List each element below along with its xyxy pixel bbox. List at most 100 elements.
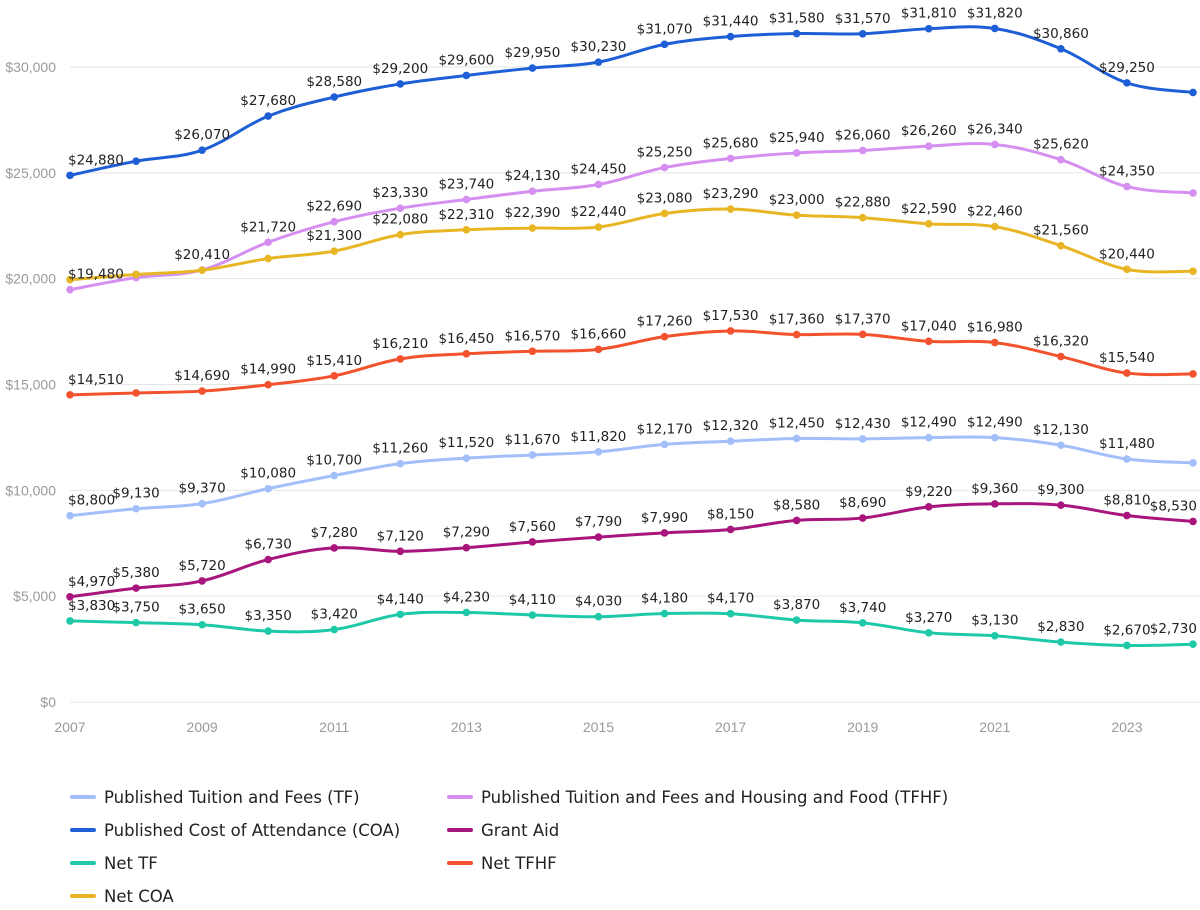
data-label: $17,260 (637, 314, 693, 330)
legend-item-published-tuition-and-fees-tf: Published Tuition and Fees (TF) (70, 783, 360, 811)
legend-swatch (70, 795, 96, 799)
data-label: $5,380 (112, 565, 159, 581)
y-tick-label: $0 (40, 694, 56, 710)
data-point (264, 380, 272, 389)
x-tick-label: 2011 (319, 719, 349, 735)
data-label: $6,730 (245, 537, 292, 553)
data-label: $22,690 (306, 199, 362, 215)
data-point (1189, 88, 1197, 97)
data-point (726, 154, 735, 163)
data-label: $21,560 (1033, 223, 1089, 239)
y-tick-label: $10,000 (5, 482, 56, 498)
data-point (462, 195, 471, 204)
x-tick-label: 2021 (979, 719, 1010, 735)
data-point (330, 544, 339, 552)
x-tick-label: 2017 (715, 719, 746, 735)
series-published-tuition-and-fees-tf (66, 433, 1197, 520)
data-label: $9,220 (905, 484, 952, 500)
data-label: $3,830 (68, 598, 115, 614)
legend-label: Published Tuition and Fees and Housing a… (481, 787, 949, 807)
data-point (1057, 441, 1065, 450)
data-label: $14,990 (240, 362, 296, 378)
data-point (594, 223, 603, 231)
data-label: $8,530 (1150, 498, 1197, 514)
series-net-tf (66, 608, 1197, 650)
data-label: $12,320 (703, 418, 759, 434)
data-point (1123, 455, 1131, 463)
data-point (66, 511, 74, 520)
data-label: $11,260 (372, 441, 428, 457)
data-point (198, 387, 206, 395)
series-line (68, 610, 1195, 648)
data-point (660, 163, 669, 172)
data-point (1189, 640, 1197, 649)
y-tick-label: $25,000 (5, 165, 56, 181)
data-label: $24,450 (571, 161, 627, 177)
data-label: $17,530 (703, 308, 759, 324)
grid-lines (70, 66, 1200, 703)
data-label: $8,800 (68, 493, 115, 509)
data-label: $17,040 (901, 318, 957, 334)
data-label: $3,270 (905, 610, 952, 626)
data-point (726, 437, 735, 446)
data-point (528, 451, 537, 459)
data-point (1189, 517, 1197, 526)
data-point (1123, 511, 1131, 520)
legend-swatch (70, 861, 96, 865)
data-label: $15,410 (306, 353, 362, 369)
data-point (528, 347, 537, 356)
data-point (726, 32, 735, 41)
data-label: $5,720 (178, 558, 225, 574)
data-point (594, 345, 603, 354)
data-point (1057, 501, 1065, 509)
data-point (264, 254, 272, 263)
data-point (330, 625, 339, 634)
series-line (68, 142, 1195, 292)
data-point (660, 440, 669, 449)
data-label: $12,170 (637, 421, 693, 437)
data-label: $22,440 (571, 204, 627, 220)
data-point (858, 29, 867, 38)
data-label: $16,660 (571, 326, 627, 342)
data-label: $25,680 (703, 135, 759, 151)
data-labels: $8,800$9,130 $9,370 $10,080 $10,700 $11,260 $… (68, 5, 1197, 638)
data-label: $31,810 (901, 6, 957, 22)
data-point (66, 593, 74, 601)
data-point (991, 433, 999, 442)
data-point (1057, 352, 1065, 361)
data-point (132, 157, 140, 165)
data-point (660, 609, 669, 618)
data-point (924, 337, 933, 346)
data-label: $26,340 (967, 121, 1023, 137)
data-label: $8,690 (839, 495, 886, 511)
data-label: $9,300 (1037, 482, 1084, 498)
data-label: $10,080 (240, 466, 296, 482)
data-label: $12,490 (967, 415, 1023, 431)
data-point (198, 146, 206, 154)
data-point (66, 391, 74, 399)
data-point (858, 514, 867, 522)
data-label: $25,620 (1033, 137, 1089, 153)
data-point (1123, 265, 1131, 274)
series-line (68, 25, 1195, 177)
data-label: $4,230 (443, 589, 490, 605)
data-label: $23,000 (769, 192, 825, 208)
data-point (858, 213, 867, 222)
data-point (396, 355, 405, 363)
data-point (330, 372, 339, 380)
series-line (68, 502, 1195, 599)
legend-label: Grant Aid (481, 820, 560, 840)
data-label: $21,720 (240, 219, 296, 235)
data-label: $4,180 (641, 591, 688, 607)
data-label: $26,070 (174, 127, 230, 143)
data-label: $31,580 (769, 11, 825, 27)
data-point (330, 247, 339, 255)
data-point (792, 330, 801, 339)
data-point (792, 516, 801, 525)
data-label: $25,250 (637, 145, 693, 161)
legend-swatch (447, 795, 473, 799)
data-label: $3,740 (839, 600, 886, 616)
data-label: $17,370 (835, 311, 891, 327)
data-point (792, 211, 801, 219)
data-label: $22,460 (967, 204, 1023, 220)
